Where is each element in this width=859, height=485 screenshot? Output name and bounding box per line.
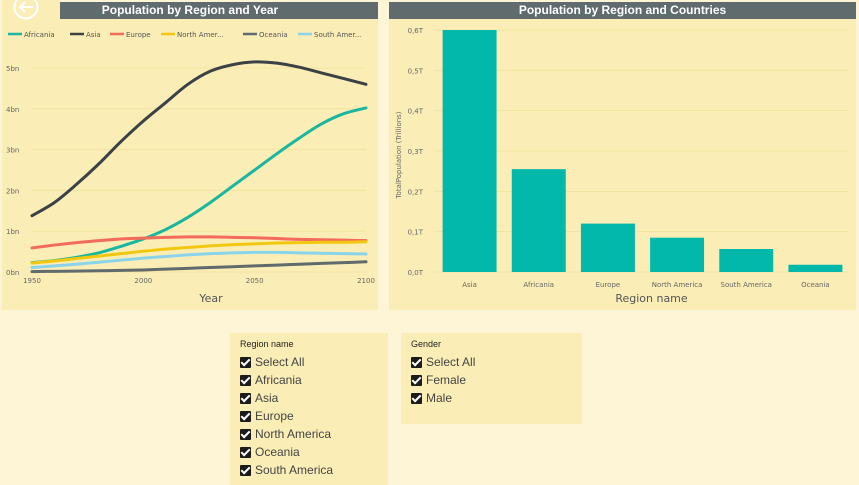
region-option-europe[interactable]: Europe xyxy=(240,407,378,425)
y-tick-label: 0bn xyxy=(6,269,19,277)
region-option-label: Oceania xyxy=(255,445,300,459)
series-line xyxy=(30,240,368,265)
region-option-label: Select All xyxy=(255,355,305,369)
back-button[interactable] xyxy=(2,0,60,20)
region-option-label: Asia xyxy=(255,391,279,405)
checkbox-checked-icon[interactable] xyxy=(411,392,422,404)
gender-option-label: Female xyxy=(426,373,467,387)
bar xyxy=(511,169,566,272)
bar xyxy=(650,237,705,272)
x-axis-title: Region name xyxy=(615,292,688,305)
gender-option-female[interactable]: Female xyxy=(411,371,572,389)
checkbox-checked-icon[interactable] xyxy=(240,356,251,368)
region-option-north-america[interactable]: North America xyxy=(240,425,378,443)
bar xyxy=(442,30,497,272)
line-chart-panel: Population by Region and Year 0bn 1bn 2bn 3… xyxy=(2,2,378,310)
region-option-south-america[interactable]: South America xyxy=(240,461,378,479)
checkbox-checked-icon[interactable] xyxy=(240,446,251,458)
series-line xyxy=(30,60,368,218)
gender-slicer-header: Gender xyxy=(411,339,442,349)
series-line xyxy=(30,260,368,274)
y-tick-label: 2bn xyxy=(6,187,19,195)
region-slicer: Region name Select All Africania Asia Eu… xyxy=(230,333,388,485)
y-tick-label: 5bn xyxy=(6,65,19,73)
x-tick-label: Asia xyxy=(462,281,477,289)
gender-option-label: Male xyxy=(426,391,453,405)
y-tick-label: 0,1T xyxy=(408,229,424,237)
line-chart-title: Population by Region and Year xyxy=(2,2,378,19)
legend-label: Oceania xyxy=(259,31,288,39)
x-tick-label: North America xyxy=(652,281,703,289)
y-tick-label: 0,3T xyxy=(408,148,424,156)
x-axis-title: Year xyxy=(198,292,223,305)
legend-label: North Amer... xyxy=(177,31,224,39)
checkbox-checked-icon[interactable] xyxy=(240,392,251,404)
series-line xyxy=(30,250,368,270)
legend-label: Asia xyxy=(86,31,101,39)
legend-label: Europe xyxy=(126,31,151,39)
x-tick-label: 2100 xyxy=(357,277,375,285)
x-tick-label: South America xyxy=(721,281,772,289)
y-tick-label: 4bn xyxy=(6,106,19,114)
checkbox-checked-icon[interactable] xyxy=(240,410,251,422)
checkbox-checked-icon[interactable] xyxy=(240,464,251,476)
y-tick-label: 0,4T xyxy=(408,108,424,116)
bar-chart-title: Population by Region and Countries xyxy=(389,2,856,19)
bar-chart-panel: Population by Region and Countries 0,0T 0… xyxy=(389,2,856,310)
bar xyxy=(580,223,635,272)
gender-option-label: Select All xyxy=(426,355,476,369)
checkbox-checked-icon[interactable] xyxy=(411,356,422,368)
region-option-asia[interactable]: Asia xyxy=(240,389,378,407)
region-option-label: South America xyxy=(255,463,334,477)
series-line xyxy=(30,106,368,265)
checkbox-checked-icon[interactable] xyxy=(240,428,251,440)
y-tick-label: 0,5T xyxy=(408,67,424,75)
line-chart[interactable]: 0bn 1bn 2bn 3bn 4bn 5bn 1950 2000 2050 2100 Year Af… xyxy=(2,2,378,310)
x-tick-label: Africania xyxy=(523,281,554,289)
legend-label: South Amer... xyxy=(314,31,361,39)
x-tick-label: Oceania xyxy=(801,281,830,289)
back-arrow-icon xyxy=(13,0,39,20)
region-option-label: Africania xyxy=(255,373,302,387)
region-option-label: Europe xyxy=(255,409,294,423)
y-tick-label: 0,6T xyxy=(408,27,424,35)
region-option-oceania[interactable]: Oceania xyxy=(240,443,378,461)
bar xyxy=(788,264,843,272)
region-option-africania[interactable]: Africania xyxy=(240,371,378,389)
y-tick-label: 0,2T xyxy=(408,188,424,196)
bar xyxy=(719,249,774,272)
region-option-label: North America xyxy=(255,427,332,441)
checkbox-checked-icon[interactable] xyxy=(240,374,251,386)
series-line xyxy=(30,235,368,250)
checkbox-checked-icon[interactable] xyxy=(411,374,422,386)
x-tick-label: Europe xyxy=(596,281,621,289)
y-axis-title: TotalPopulation (Trillions) xyxy=(395,111,403,199)
gender-option-male[interactable]: Male xyxy=(411,389,572,407)
gender-option-select-all[interactable]: Select All xyxy=(411,353,572,371)
y-tick-label: 1bn xyxy=(6,228,19,236)
legend-label: Africania xyxy=(24,31,55,39)
x-tick-label: 1950 xyxy=(23,277,41,285)
region-option-select-all[interactable]: Select All xyxy=(240,353,378,371)
x-tick-label: 2000 xyxy=(134,277,152,285)
y-tick-label: 0,0T xyxy=(408,269,424,277)
gender-slicer: Gender Select All Female Male xyxy=(401,333,582,424)
region-slicer-header: Region name xyxy=(240,339,294,349)
y-tick-label: 3bn xyxy=(6,147,19,155)
x-tick-label: 2050 xyxy=(246,277,264,285)
bar-chart[interactable]: 0,0T 0,1T 0,2T 0,3T 0,4T 0,5T 0,6T TotalPopulat… xyxy=(389,2,856,310)
